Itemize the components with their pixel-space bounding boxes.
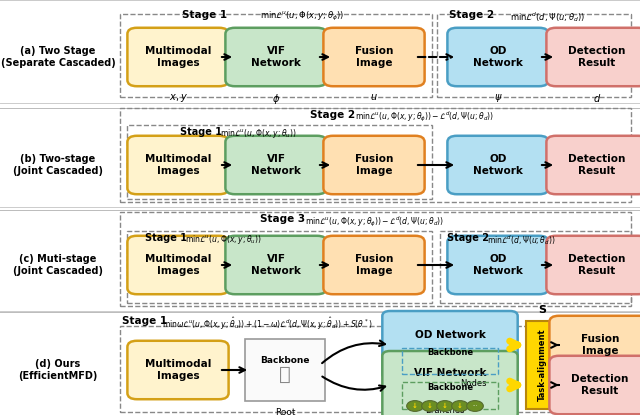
Circle shape bbox=[422, 400, 438, 411]
Circle shape bbox=[467, 400, 483, 411]
FancyBboxPatch shape bbox=[447, 28, 548, 86]
Text: Backbone: Backbone bbox=[427, 383, 473, 392]
Text: Fusion
Image: Fusion Image bbox=[355, 46, 393, 68]
Text: VIF Network: VIF Network bbox=[413, 369, 486, 378]
Text: (c) Muti-stage
(Joint Cascaded): (c) Muti-stage (Joint Cascaded) bbox=[13, 254, 103, 276]
Text: Stage 2: Stage 2 bbox=[447, 233, 489, 243]
Circle shape bbox=[436, 400, 453, 411]
Text: $\min\mathcal{L}^u(u,\Phi(x,y;\theta_\phi))-\mathcal{L}^d(d,\Psi(u;\theta_d))$: $\min\mathcal{L}^u(u,\Phi(x,y;\theta_\ph… bbox=[355, 110, 494, 124]
Text: Task-alignment: Task-alignment bbox=[538, 329, 547, 401]
Text: ↓: ↓ bbox=[412, 403, 418, 409]
Text: (b) Two-stage
(Joint Cascaded): (b) Two-stage (Joint Cascaded) bbox=[13, 154, 103, 176]
Text: Root: Root bbox=[275, 408, 295, 415]
FancyBboxPatch shape bbox=[526, 321, 558, 409]
FancyBboxPatch shape bbox=[547, 236, 640, 294]
Text: $u$: $u$ bbox=[370, 92, 378, 102]
Text: ↓: ↓ bbox=[442, 403, 448, 409]
FancyBboxPatch shape bbox=[127, 341, 228, 399]
Text: Multimodal
Images: Multimodal Images bbox=[145, 359, 211, 381]
Text: Fusion
Image: Fusion Image bbox=[581, 334, 619, 356]
Text: Stage 1: Stage 1 bbox=[145, 233, 187, 243]
FancyBboxPatch shape bbox=[447, 236, 548, 294]
Text: Stage 2: Stage 2 bbox=[310, 110, 355, 120]
Text: $\min\mathcal{L}^u(u,\Phi(x,y;\theta_\phi))-\mathcal{L}^d(d,\Psi(u;\theta_d))$: $\min\mathcal{L}^u(u,\Phi(x,y;\theta_\ph… bbox=[305, 214, 444, 229]
Text: Stage 1: Stage 1 bbox=[122, 316, 167, 326]
FancyBboxPatch shape bbox=[127, 28, 228, 86]
FancyBboxPatch shape bbox=[323, 28, 424, 86]
Text: (d) Ours
(EfficientMFD): (d) Ours (EfficientMFD) bbox=[19, 359, 98, 381]
Text: Detection
Result: Detection Result bbox=[568, 154, 626, 176]
Text: $\min\omega\mathcal{L}^u(u,\Phi(x,y;\hat{\theta}_u))+(1-\omega)\mathcal{L}^d(d,\: $\min\omega\mathcal{L}^u(u,\Phi(x,y;\hat… bbox=[162, 316, 372, 332]
Text: S: S bbox=[538, 305, 546, 315]
Circle shape bbox=[406, 400, 423, 411]
Text: ↓: ↓ bbox=[457, 403, 463, 409]
Text: OD Network: OD Network bbox=[415, 330, 485, 339]
FancyBboxPatch shape bbox=[323, 236, 424, 294]
Circle shape bbox=[452, 400, 468, 411]
Text: Detection
Result: Detection Result bbox=[568, 254, 626, 276]
Text: Detection
Result: Detection Result bbox=[572, 374, 628, 396]
Text: $x,y$: $x,y$ bbox=[168, 92, 188, 104]
FancyBboxPatch shape bbox=[549, 356, 640, 414]
FancyBboxPatch shape bbox=[127, 136, 228, 194]
Text: $\min\mathcal{L}^d(d,\Psi(u;\theta_d))$: $\min\mathcal{L}^d(d,\Psi(u;\theta_d))$ bbox=[510, 10, 585, 24]
FancyBboxPatch shape bbox=[323, 136, 424, 194]
Text: Nodes: Nodes bbox=[460, 379, 486, 388]
Text: $\min\mathcal{L}^d(d,\Psi(u;\theta_d))$: $\min\mathcal{L}^d(d,\Psi(u;\theta_d))$ bbox=[487, 233, 556, 247]
Text: Branches: Branches bbox=[425, 406, 465, 415]
Text: ···: ··· bbox=[472, 403, 477, 408]
Text: Stage 3: Stage 3 bbox=[260, 214, 305, 224]
FancyBboxPatch shape bbox=[447, 136, 548, 194]
Text: ↓: ↓ bbox=[427, 403, 433, 409]
Text: $\min\mathcal{L}^u(u,\Phi(x,y;\theta_u))$: $\min\mathcal{L}^u(u,\Phi(x,y;\theta_u))… bbox=[185, 233, 262, 246]
Text: $\phi$: $\phi$ bbox=[272, 92, 280, 106]
Text: OD
Network: OD Network bbox=[473, 46, 523, 68]
Text: Stage 2: Stage 2 bbox=[449, 10, 495, 20]
Text: Stage 1: Stage 1 bbox=[182, 10, 228, 20]
FancyBboxPatch shape bbox=[547, 28, 640, 86]
Text: VIF
Network: VIF Network bbox=[251, 254, 301, 276]
Text: VIF
Network: VIF Network bbox=[251, 154, 301, 176]
FancyBboxPatch shape bbox=[225, 236, 326, 294]
Text: $\min\mathcal{L}^u(u,\Phi(x,y;\theta_u))$: $\min\mathcal{L}^u(u,\Phi(x,y;\theta_u))… bbox=[220, 127, 297, 140]
Text: $\min\mathcal{L}^u(u,\Phi(x,y;\theta_\phi))$: $\min\mathcal{L}^u(u,\Phi(x,y;\theta_\ph… bbox=[260, 10, 344, 23]
Text: 𝙮: 𝙮 bbox=[279, 365, 291, 383]
Text: Multimodal
Images: Multimodal Images bbox=[145, 154, 211, 176]
Text: Backbone: Backbone bbox=[427, 348, 473, 357]
Text: OD
Network: OD Network bbox=[473, 254, 523, 276]
Text: Fusion
Image: Fusion Image bbox=[355, 254, 393, 276]
Text: Multimodal
Images: Multimodal Images bbox=[145, 46, 211, 68]
Text: Multimodal
Images: Multimodal Images bbox=[145, 254, 211, 276]
Text: Detection
Result: Detection Result bbox=[568, 46, 626, 68]
Text: $d$: $d$ bbox=[593, 92, 601, 104]
FancyBboxPatch shape bbox=[245, 339, 325, 401]
Text: Backbone: Backbone bbox=[260, 356, 310, 365]
FancyBboxPatch shape bbox=[225, 136, 326, 194]
Text: VIF
Network: VIF Network bbox=[251, 46, 301, 68]
Text: (a) Two Stage
(Separate Cascaded): (a) Two Stage (Separate Cascaded) bbox=[1, 46, 115, 68]
FancyBboxPatch shape bbox=[225, 28, 326, 86]
FancyBboxPatch shape bbox=[549, 316, 640, 374]
FancyBboxPatch shape bbox=[382, 351, 518, 415]
Text: OD
Network: OD Network bbox=[473, 154, 523, 176]
FancyBboxPatch shape bbox=[127, 236, 228, 294]
Text: Stage 1: Stage 1 bbox=[180, 127, 222, 137]
Text: $\psi$: $\psi$ bbox=[493, 92, 502, 104]
Text: Fusion
Image: Fusion Image bbox=[355, 154, 393, 176]
FancyBboxPatch shape bbox=[382, 311, 518, 379]
FancyBboxPatch shape bbox=[547, 136, 640, 194]
